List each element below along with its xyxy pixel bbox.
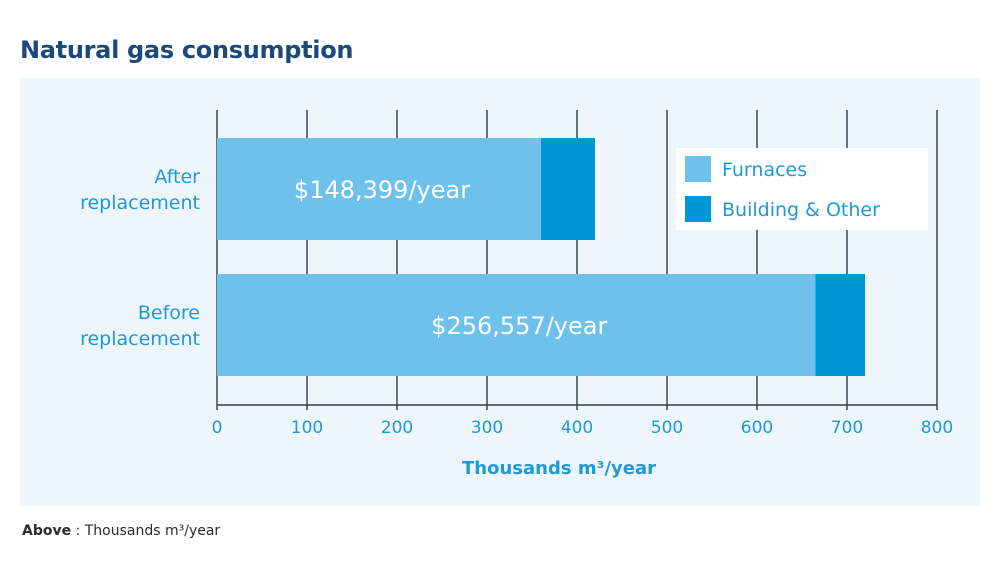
bar-after-furnaces (217, 138, 541, 240)
bar-before-building-other (815, 274, 865, 376)
category-label-before-line2: replacement (80, 328, 200, 350)
legend-box (676, 148, 928, 230)
bar-after-building-other (541, 138, 595, 240)
x-tick-label-100: 100 (291, 418, 323, 438)
footnote-label: Above (22, 523, 72, 539)
x-tick-label-300: 300 (471, 418, 503, 438)
bar-cost-label-before: $256,557/year (431, 312, 607, 340)
x-tick-label-0: 0 (212, 418, 223, 438)
footnote-separator: : (71, 523, 85, 539)
x-tick-label-600: 600 (741, 418, 773, 438)
x-tick-label-500: 500 (651, 418, 683, 438)
legend-swatch-furnaces (685, 156, 711, 182)
x-axis-title: Thousands m³/year (462, 458, 656, 479)
bar-cost-label-after: $148,399/year (294, 176, 470, 204)
footnote: Above : Thousands m³/year (22, 523, 220, 539)
legend-label-building-other: Building & Other (722, 199, 880, 221)
chart-title: Natural gas consumption (20, 36, 354, 64)
x-tick-label-800: 800 (921, 418, 953, 438)
x-tick-label-400: 400 (561, 418, 593, 438)
category-label-before-line1: Before (138, 302, 200, 324)
footnote-text: Thousands m³/year (84, 523, 221, 539)
bar-before-furnaces (217, 274, 816, 376)
bar-chart: 0 100 200 300 400 500 600 700 800 $148,399/year Af… (80, 110, 953, 479)
x-tick-label-700: 700 (831, 418, 863, 438)
legend-label-furnaces: Furnaces (722, 159, 807, 181)
category-label-after-line2: replacement (80, 192, 200, 214)
legend-swatch-building-other (685, 196, 711, 222)
category-label-after-line1: After (154, 166, 200, 188)
chart-panel: 0 100 200 300 400 500 600 700 800 $148,399/year Af… (20, 78, 980, 506)
x-tick-label-200: 200 (381, 418, 413, 438)
